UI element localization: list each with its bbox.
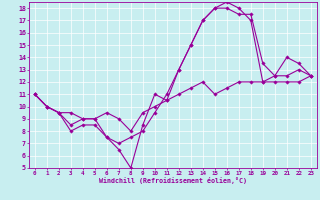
X-axis label: Windchill (Refroidissement éolien,°C): Windchill (Refroidissement éolien,°C) — [99, 177, 247, 184]
